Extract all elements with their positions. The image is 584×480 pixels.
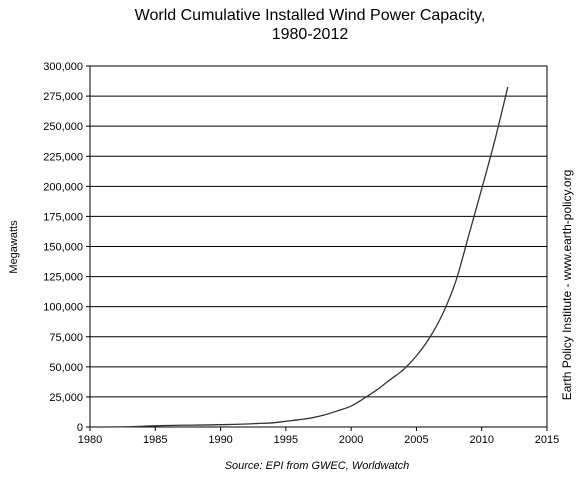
y-tick-label: 250,000: [43, 121, 83, 133]
y-tick-label: 75,000: [49, 332, 83, 344]
gridlines: [90, 95, 547, 398]
side-credit: Earth Policy Institute - www.earth-polic…: [560, 170, 574, 401]
x-tick-label: 1980: [78, 434, 102, 446]
y-tick-label: 50,000: [49, 362, 83, 374]
x-tick-label: 2000: [339, 434, 363, 446]
x-tick-label: 2010: [469, 434, 493, 446]
y-tick-label: 125,000: [43, 272, 83, 284]
source-note: Source: EPI from GWEC, Worldwatch: [225, 460, 410, 472]
y-tick-label: 225,000: [43, 151, 83, 163]
x-tick-label: 1995: [274, 434, 298, 446]
y-tick-label: 25,000: [49, 392, 83, 404]
chart-title: World Cumulative Installed Wind Power Ca…: [135, 7, 486, 24]
y-tick-label: 0: [77, 422, 83, 434]
plot-area-frame: [89, 65, 548, 428]
y-tick-label: 300,000: [43, 61, 83, 73]
y-tick-label: 100,000: [43, 302, 83, 314]
x-tick-label: 1985: [143, 434, 167, 446]
x-tick-label: 1990: [208, 434, 232, 446]
x-tick-label: 2015: [535, 434, 559, 446]
series-line-wind-capacity: [89, 86, 509, 428]
y-tick-label: 150,000: [43, 242, 83, 254]
x-tick-label: 2005: [404, 434, 428, 446]
y-tick-label: 175,000: [43, 211, 83, 223]
y-axis-label: Megawatts: [8, 220, 20, 274]
chart-subtitle: 1980-2012: [272, 26, 349, 43]
x-axis-ticks: 1980 1985 1990 1995 2000 2005 2010 2015: [78, 427, 559, 446]
y-tick-label: 275,000: [43, 91, 83, 103]
y-axis-ticks: 0 25,000 50,000 75,000 100,000 125,000 150,000…: [43, 61, 90, 434]
y-tick-label: 200,000: [43, 181, 83, 193]
